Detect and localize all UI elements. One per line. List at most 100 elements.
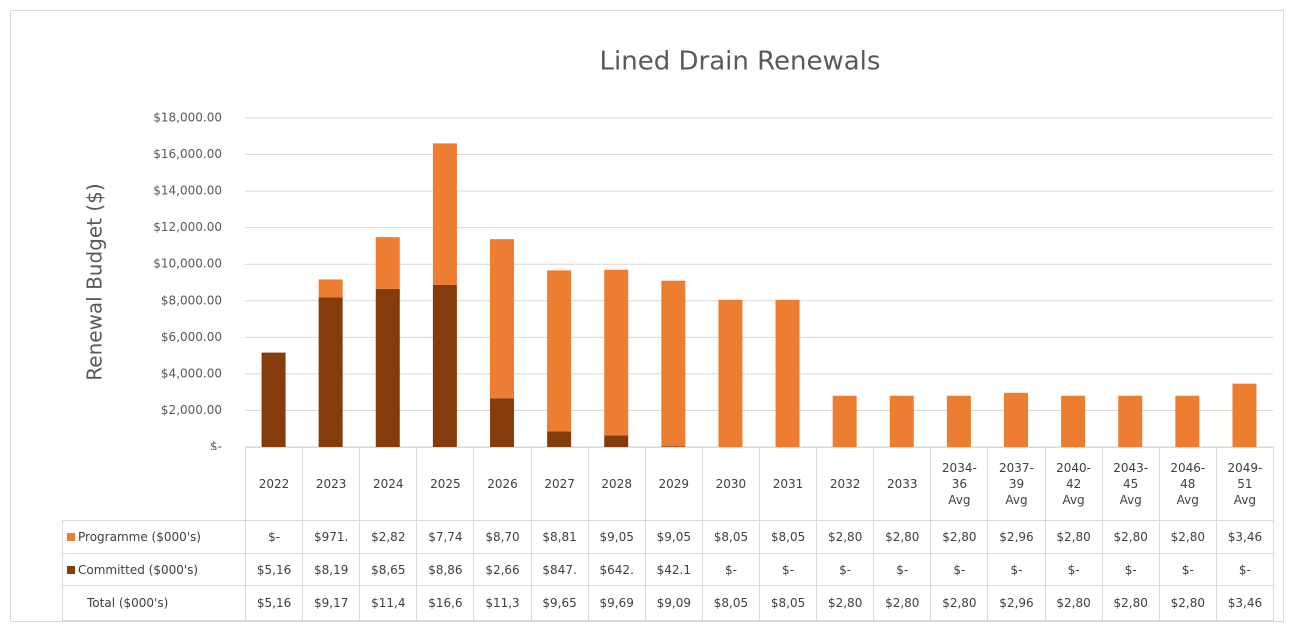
x-tick-label: 2022 <box>244 447 304 521</box>
bar <box>1061 395 1086 447</box>
table-value: $- <box>701 553 760 586</box>
bar <box>375 288 400 447</box>
legend-text: Programme ($000's) <box>78 530 201 544</box>
bar <box>490 398 514 447</box>
table-value: $- <box>244 520 304 554</box>
y-tick-label: $14,000.00 <box>153 184 222 198</box>
bar <box>432 284 457 447</box>
bar <box>775 299 800 447</box>
table-value: $847. <box>530 553 589 586</box>
table-value: $42.1 <box>644 553 703 586</box>
table-value: $8,70 <box>473 520 532 554</box>
table-total: $9,69 <box>587 585 646 621</box>
bar <box>661 446 686 447</box>
table-total: $16,6 <box>416 585 475 621</box>
legend-entry: Programme ($000's) <box>62 520 246 554</box>
category-text: 2043-45 Avg <box>1113 461 1149 507</box>
x-tick-label: 2046-48 Avg <box>1158 447 1217 521</box>
table-total: $5,16 <box>244 585 304 621</box>
category-text: 2023 <box>315 477 347 491</box>
table-total: $2,80 <box>816 585 875 621</box>
y-tick-label: $12,000.00 <box>153 220 222 234</box>
y-tick-label: $- <box>210 440 222 451</box>
bar <box>661 280 686 447</box>
table-total: $11,3 <box>473 585 532 621</box>
bar <box>318 297 343 447</box>
table-value: $- <box>758 553 818 586</box>
x-tick-label: 2049-51 Avg <box>1215 447 1274 521</box>
table-total: $8,05 <box>758 585 818 621</box>
table-value: $- <box>1215 553 1274 586</box>
x-tick-label: 2040-42 Avg <box>1044 447 1103 521</box>
x-tick-label: 2037-39 Avg <box>987 447 1046 521</box>
table-value: $2,80 <box>816 520 875 554</box>
table-total: $2,80 <box>1101 585 1160 621</box>
category-text: 2040-42 Avg <box>1056 461 1092 507</box>
table-value: $- <box>816 553 875 586</box>
category-text: 2031 <box>772 477 804 491</box>
table-total: $9,17 <box>302 585 361 621</box>
bar <box>1175 395 1200 447</box>
table-total: $2,80 <box>930 585 989 621</box>
table-value: $- <box>987 553 1046 586</box>
table-total: $8,05 <box>701 585 760 621</box>
bar <box>490 239 514 399</box>
category-text: 2025 <box>430 477 461 491</box>
y-tick-label: $8,000.00 <box>161 293 222 307</box>
bar <box>547 431 572 447</box>
chart: Lined Drain Renewals Renewal Budget ($) … <box>83 47 1273 451</box>
category-text: 2022 <box>258 477 290 491</box>
table-total: $9,65 <box>530 585 589 621</box>
x-tick-label: 2031 <box>758 447 818 521</box>
table-value: $971. <box>302 520 361 554</box>
total-label: Total ($000's) <box>62 585 246 621</box>
bar <box>718 299 743 447</box>
bar <box>832 395 857 447</box>
table-value: $8,05 <box>701 520 760 554</box>
table-value: $8,65 <box>359 553 418 586</box>
legend-entry: Committed ($000's) <box>62 553 246 586</box>
x-tick-label: 2034-36 Avg <box>930 447 989 521</box>
table-value: $8,81 <box>530 520 589 554</box>
category-text: 2046-48 Avg <box>1170 461 1206 507</box>
table-value: $- <box>873 553 932 586</box>
table-total: $9,09 <box>644 585 703 621</box>
x-tick-label: 2032 <box>816 447 875 521</box>
x-tick-label: 2029 <box>644 447 703 521</box>
y-tick-label: $6,000.00 <box>161 330 222 344</box>
category-text: 2033 <box>886 477 918 491</box>
table-value: $9,05 <box>644 520 703 554</box>
data-table: 2022 2023 2024 2025 2026 2027 2028 2029 2030 2031… <box>62 447 1274 621</box>
table-total: $11,4 <box>359 585 418 621</box>
x-tick-label: 2030 <box>701 447 760 521</box>
y-tick-label: $2,000.00 <box>161 403 222 417</box>
category-text: 2029 <box>658 477 690 491</box>
table-value: $- <box>930 553 989 586</box>
table-total: $3,46 <box>1215 585 1274 621</box>
table-value: $8,05 <box>758 520 818 554</box>
category-text: 2030 <box>715 477 747 491</box>
table-value: $- <box>1044 553 1103 586</box>
bar <box>318 279 343 298</box>
table-value: $8,19 <box>302 553 361 586</box>
table-value: $9,05 <box>587 520 646 554</box>
category-text: 2032 <box>829 477 861 491</box>
table-value: $8,86 <box>416 553 475 586</box>
table-total: $2,80 <box>873 585 932 621</box>
category-text: 2027 <box>544 477 575 491</box>
bar <box>604 269 629 436</box>
table-total: $2,80 <box>1158 585 1217 621</box>
table-corner <box>62 447 246 521</box>
category-text: 2024 <box>372 477 404 491</box>
table-value: $2,96 <box>987 520 1046 554</box>
x-tick-label: 2027 <box>530 447 589 521</box>
y-tick-label: $16,000.00 <box>153 147 222 161</box>
x-tick-label: 2028 <box>587 447 646 521</box>
chart-frame <box>10 10 1284 622</box>
x-tick-label: 2024 <box>359 447 418 521</box>
table-value: $2,80 <box>1044 520 1103 554</box>
table-total: $2,96 <box>987 585 1046 621</box>
bar <box>1232 383 1257 447</box>
x-tick-label: 2026 <box>473 447 532 521</box>
